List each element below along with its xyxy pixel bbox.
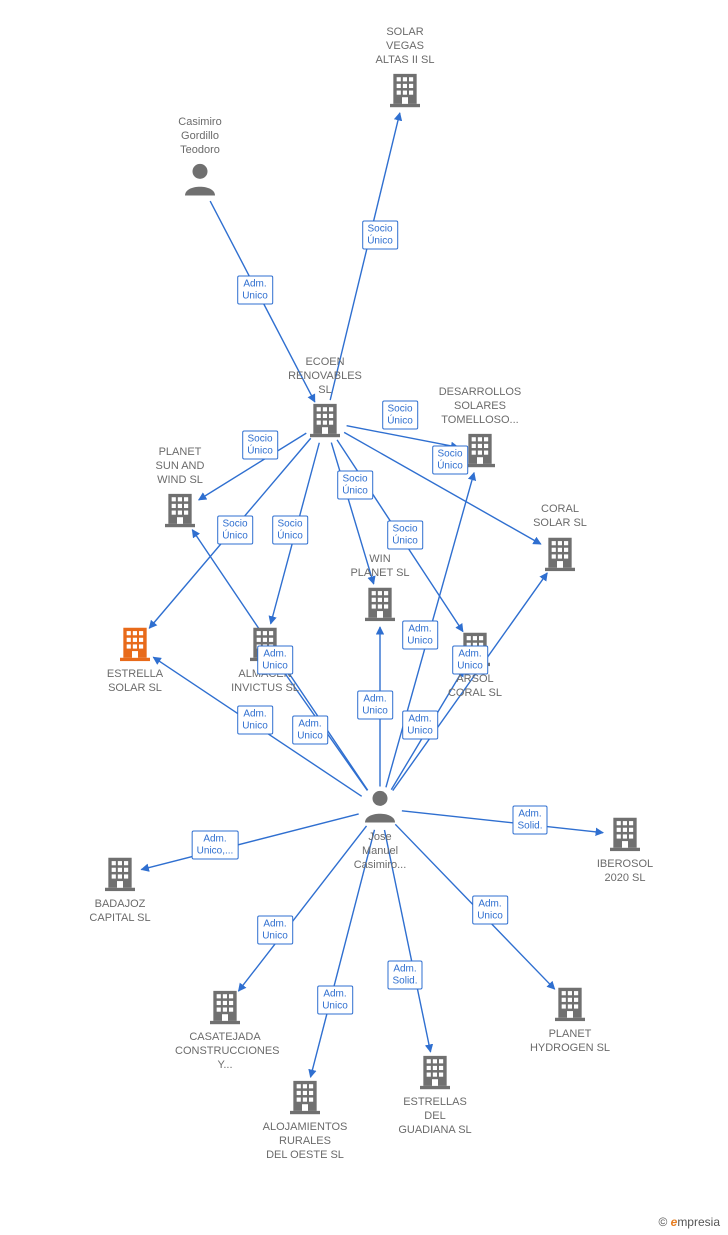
edge (344, 432, 541, 544)
edge (210, 201, 315, 402)
edge (311, 830, 375, 1077)
edge (271, 443, 320, 624)
edge (153, 657, 361, 796)
edge (149, 438, 311, 628)
edge (337, 440, 463, 632)
edge (278, 663, 368, 791)
edge (402, 811, 603, 833)
edge (199, 433, 307, 500)
edge (238, 826, 366, 991)
copyright: © empresia (658, 1215, 720, 1229)
edge (384, 830, 430, 1052)
copyright-symbol: © (658, 1215, 667, 1229)
edge (192, 530, 367, 791)
edge (141, 814, 358, 870)
copyright-rest: mpresia (677, 1215, 720, 1229)
edge (386, 473, 474, 788)
edges-layer (0, 0, 728, 1235)
network-diagram: SOLARVEGASALTAS II SL CasimiroGordilloTe… (0, 0, 728, 1235)
edge (395, 824, 554, 989)
edge (330, 113, 400, 400)
